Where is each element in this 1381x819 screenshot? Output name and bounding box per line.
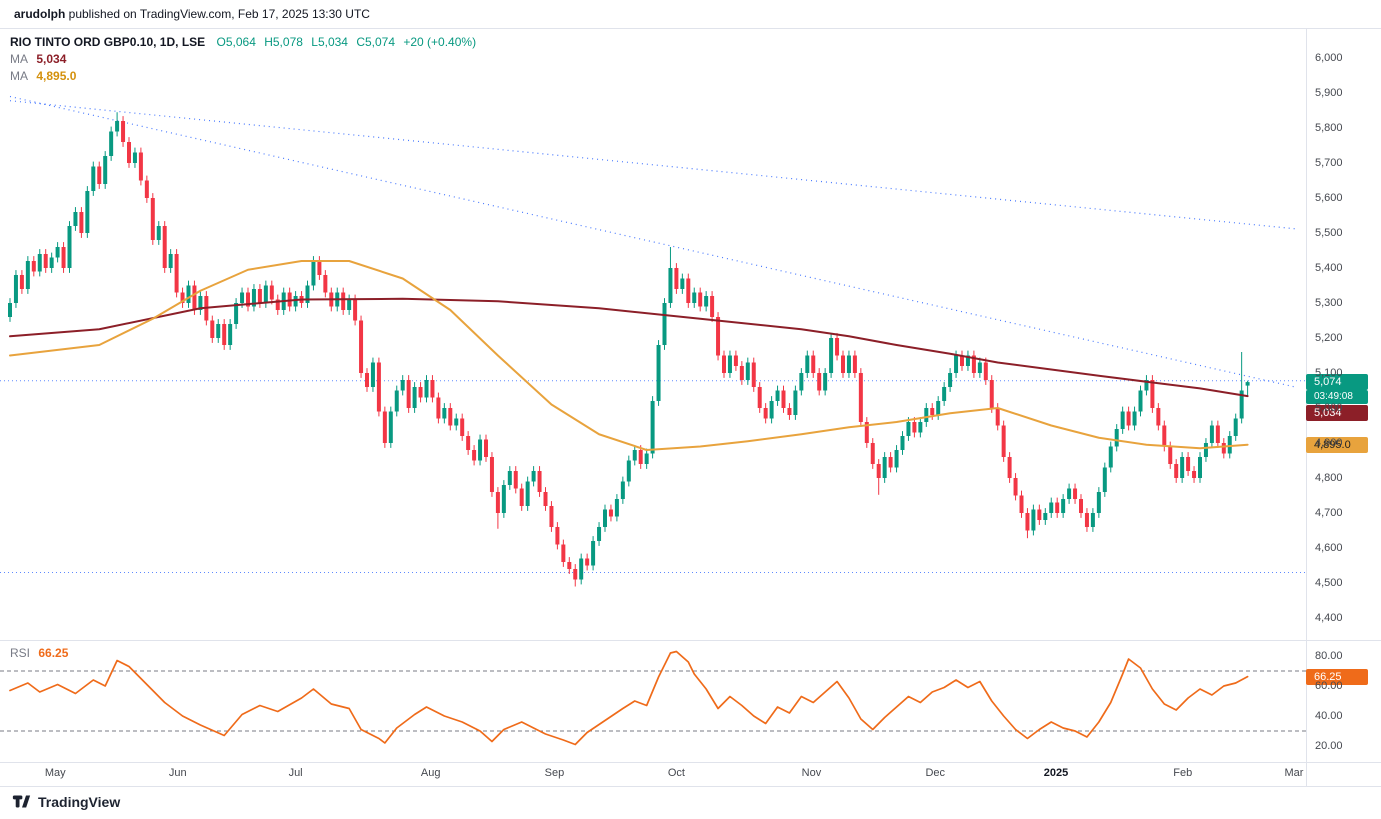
rsi-line[interactable] [9, 650, 1249, 746]
rsi-axis-label: 40.00 [1315, 710, 1343, 722]
price-axis-label: 4,900 [1315, 437, 1343, 449]
tradingview-logo-text: TradingView [38, 793, 121, 810]
price-axis-label: 5,000 [1315, 402, 1343, 414]
last-price-badge: 5,074 [1306, 374, 1368, 391]
time-axis-label: May [44, 767, 66, 779]
ma-slow-line[interactable] [9, 297, 1249, 398]
price-axis-label: 5,300 [1315, 297, 1343, 309]
price-axis-label: 4,700 [1315, 507, 1343, 519]
time-axis-label: Mar [1284, 767, 1304, 779]
rsi-axis-label: 80.00 [1315, 650, 1343, 662]
ma-fast-price-badge: 4,895.0 [1306, 436, 1368, 453]
attribution-author: arudolph [14, 7, 66, 21]
price-axis-label: 5,200 [1315, 332, 1343, 344]
rsi-pane[interactable]: RSI 66.25 [0, 640, 1306, 762]
price-axis-label: 5,700 [1315, 157, 1343, 169]
time-axis-label: Jun [168, 767, 187, 779]
trendline[interactable] [9, 95, 1296, 388]
countdown-badge: 03:49:08 [1306, 390, 1368, 405]
price-chart-svg[interactable] [0, 28, 1306, 640]
attribution-text: published on TradingView.com, Feb 17, 20… [65, 7, 370, 21]
time-axis-divider [0, 762, 1381, 763]
price-axis-label: 6,000 [1315, 52, 1343, 64]
pane-divider [0, 640, 1381, 641]
time-axis-label: Aug [420, 767, 441, 779]
price-axis-label: 4,600 [1315, 542, 1343, 554]
price-axis-label: 4,500 [1315, 577, 1343, 589]
time-axis-label: Oct [667, 767, 685, 779]
ma-fast-line[interactable] [9, 260, 1249, 451]
price-axis-label: 5,400 [1315, 262, 1343, 274]
price-axis-label: 4,800 [1315, 472, 1343, 484]
time-axis-label: Feb [1173, 767, 1193, 779]
price-axis-label: 5,500 [1315, 227, 1343, 239]
rsi-axis-label: 60.00 [1315, 680, 1343, 692]
tradingview-logo[interactable]: TradingView [12, 792, 120, 811]
candlestick-series [8, 112, 1250, 587]
time-axis-label: Sep [544, 767, 565, 779]
rsi-axis-label: 20.00 [1315, 740, 1343, 752]
time-axis-label: Jul [288, 767, 303, 779]
bottom-divider [0, 786, 1381, 787]
trendline[interactable] [9, 100, 1296, 230]
time-axis-label: Dec [925, 767, 945, 779]
price-pane[interactable]: RIO TINTO ORD GBP0.10, 1D, LSE O5,064 H5… [0, 28, 1306, 640]
time-axis-label: 2025 [1043, 767, 1069, 779]
rsi-chart-svg[interactable] [0, 640, 1306, 762]
attribution: arudolph published on TradingView.com, F… [14, 7, 370, 21]
frame-top-divider [0, 28, 1381, 29]
price-axis-label: 5,800 [1315, 122, 1343, 134]
price-scale[interactable]: 5,074 03:49:08 5,034 4,895.0 66.25 6,000… [1306, 28, 1381, 786]
tradingview-logo-icon [12, 795, 31, 808]
price-axis-label: 4,400 [1315, 612, 1343, 624]
ma-slow-price-badge: 5,034 [1306, 405, 1368, 422]
price-axis-label: 5,100 [1315, 367, 1343, 379]
time-axis-label: Nov [801, 767, 822, 779]
price-axis-label: 5,600 [1315, 192, 1343, 204]
rsi-value-badge: 66.25 [1306, 668, 1368, 685]
price-axis-label: 5,900 [1315, 87, 1343, 99]
time-scale[interactable]: May Jun Jul Aug Sep Oct Nov Dec 2025 Feb Mar [0, 762, 1306, 786]
